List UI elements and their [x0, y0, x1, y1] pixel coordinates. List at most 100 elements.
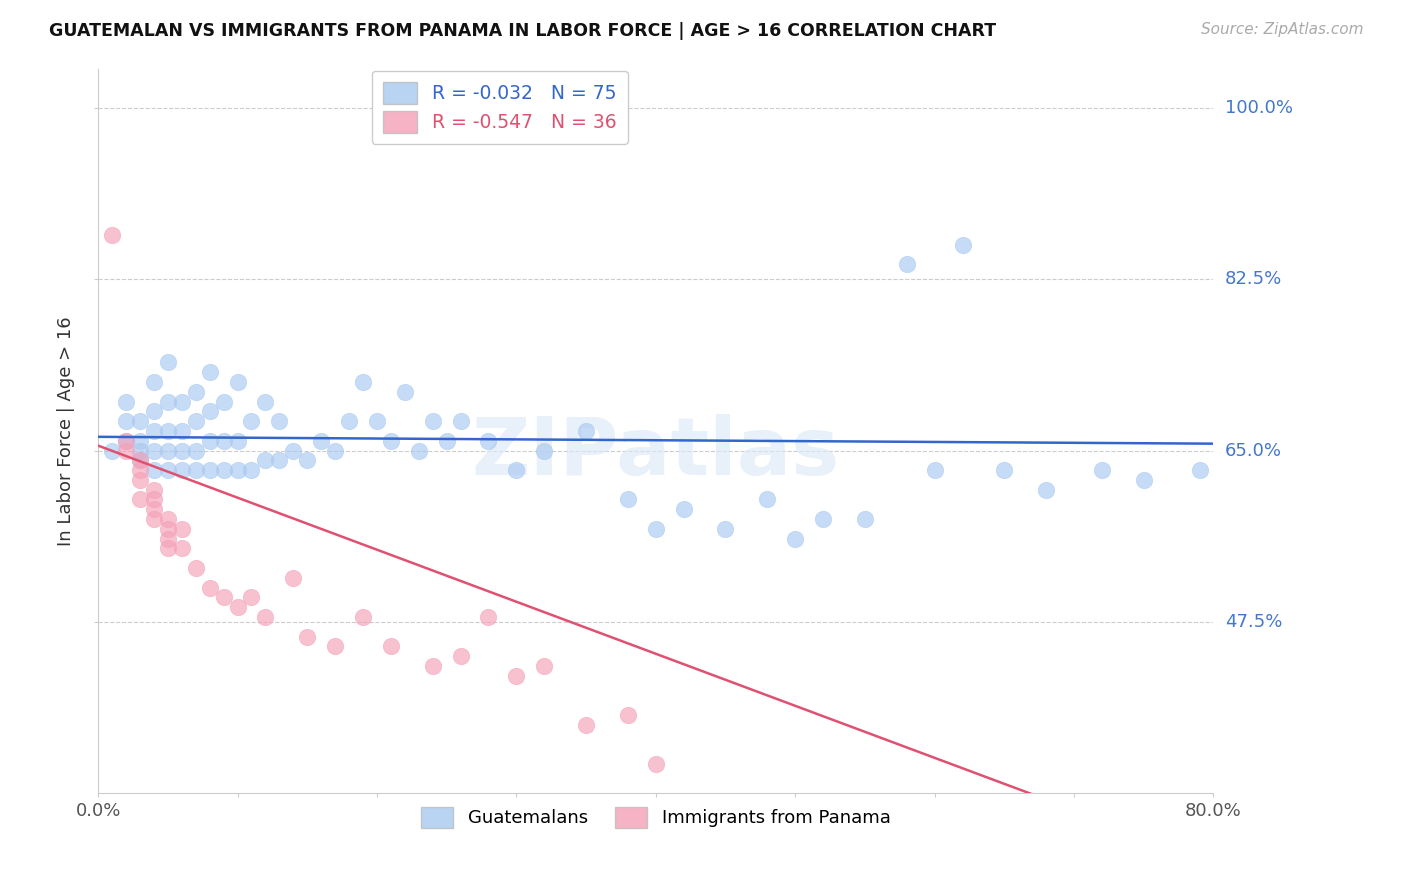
- Point: [198, 434, 221, 448]
- Point: [212, 591, 235, 605]
- Point: [450, 649, 472, 664]
- Point: [170, 541, 193, 556]
- Point: [1188, 463, 1211, 477]
- Point: [129, 434, 152, 448]
- Point: [170, 424, 193, 438]
- Point: [644, 522, 666, 536]
- Point: [477, 434, 499, 448]
- Text: GUATEMALAN VS IMMIGRANTS FROM PANAMA IN LABOR FORCE | AGE > 16 CORRELATION CHART: GUATEMALAN VS IMMIGRANTS FROM PANAMA IN …: [49, 22, 997, 40]
- Point: [142, 492, 165, 507]
- Point: [142, 404, 165, 418]
- Point: [129, 453, 152, 467]
- Point: [297, 630, 319, 644]
- Text: 65.0%: 65.0%: [1225, 442, 1282, 459]
- Point: [853, 512, 876, 526]
- Point: [198, 404, 221, 418]
- Point: [297, 453, 319, 467]
- Point: [575, 718, 598, 732]
- Point: [142, 463, 165, 477]
- Point: [924, 463, 946, 477]
- Point: [1035, 483, 1057, 497]
- Point: [156, 522, 179, 536]
- Point: [156, 541, 179, 556]
- Point: [422, 659, 444, 673]
- Point: [184, 414, 207, 428]
- Point: [226, 463, 249, 477]
- Point: [156, 394, 179, 409]
- Point: [129, 414, 152, 428]
- Point: [896, 257, 918, 271]
- Text: 100.0%: 100.0%: [1225, 99, 1292, 117]
- Point: [101, 227, 124, 242]
- Point: [352, 375, 374, 389]
- Point: [952, 237, 974, 252]
- Point: [1132, 473, 1154, 487]
- Point: [156, 512, 179, 526]
- Point: [323, 640, 346, 654]
- Point: [309, 434, 332, 448]
- Point: [422, 414, 444, 428]
- Point: [366, 414, 388, 428]
- Point: [170, 463, 193, 477]
- Point: [644, 756, 666, 771]
- Point: [198, 463, 221, 477]
- Point: [142, 512, 165, 526]
- Point: [380, 640, 402, 654]
- Point: [269, 453, 291, 467]
- Point: [283, 443, 305, 458]
- Point: [380, 434, 402, 448]
- Point: [142, 443, 165, 458]
- Point: [212, 434, 235, 448]
- Point: [170, 394, 193, 409]
- Point: [672, 502, 695, 516]
- Point: [184, 443, 207, 458]
- Point: [505, 669, 527, 683]
- Point: [184, 384, 207, 399]
- Point: [533, 443, 555, 458]
- Point: [337, 414, 360, 428]
- Point: [254, 453, 277, 467]
- Point: [505, 463, 527, 477]
- Point: [212, 463, 235, 477]
- Point: [142, 424, 165, 438]
- Point: [170, 522, 193, 536]
- Point: [129, 492, 152, 507]
- Point: [226, 434, 249, 448]
- Point: [184, 561, 207, 575]
- Point: [352, 610, 374, 624]
- Point: [142, 483, 165, 497]
- Point: [269, 414, 291, 428]
- Point: [811, 512, 834, 526]
- Point: [129, 443, 152, 458]
- Point: [323, 443, 346, 458]
- Point: [450, 414, 472, 428]
- Text: ZIPatlas: ZIPatlas: [471, 414, 839, 491]
- Y-axis label: In Labor Force | Age > 16: In Labor Force | Age > 16: [58, 316, 75, 546]
- Point: [533, 659, 555, 673]
- Point: [993, 463, 1015, 477]
- Point: [714, 522, 737, 536]
- Point: [254, 394, 277, 409]
- Point: [240, 463, 263, 477]
- Point: [156, 463, 179, 477]
- Text: 82.5%: 82.5%: [1225, 270, 1282, 288]
- Point: [156, 532, 179, 546]
- Point: [101, 443, 124, 458]
- Point: [617, 492, 640, 507]
- Point: [115, 394, 138, 409]
- Point: [142, 375, 165, 389]
- Point: [156, 443, 179, 458]
- Point: [477, 610, 499, 624]
- Point: [436, 434, 458, 448]
- Point: [240, 414, 263, 428]
- Point: [756, 492, 779, 507]
- Point: [156, 355, 179, 369]
- Point: [575, 424, 598, 438]
- Point: [129, 463, 152, 477]
- Point: [198, 365, 221, 379]
- Point: [115, 414, 138, 428]
- Point: [156, 424, 179, 438]
- Point: [226, 375, 249, 389]
- Point: [142, 502, 165, 516]
- Point: [129, 473, 152, 487]
